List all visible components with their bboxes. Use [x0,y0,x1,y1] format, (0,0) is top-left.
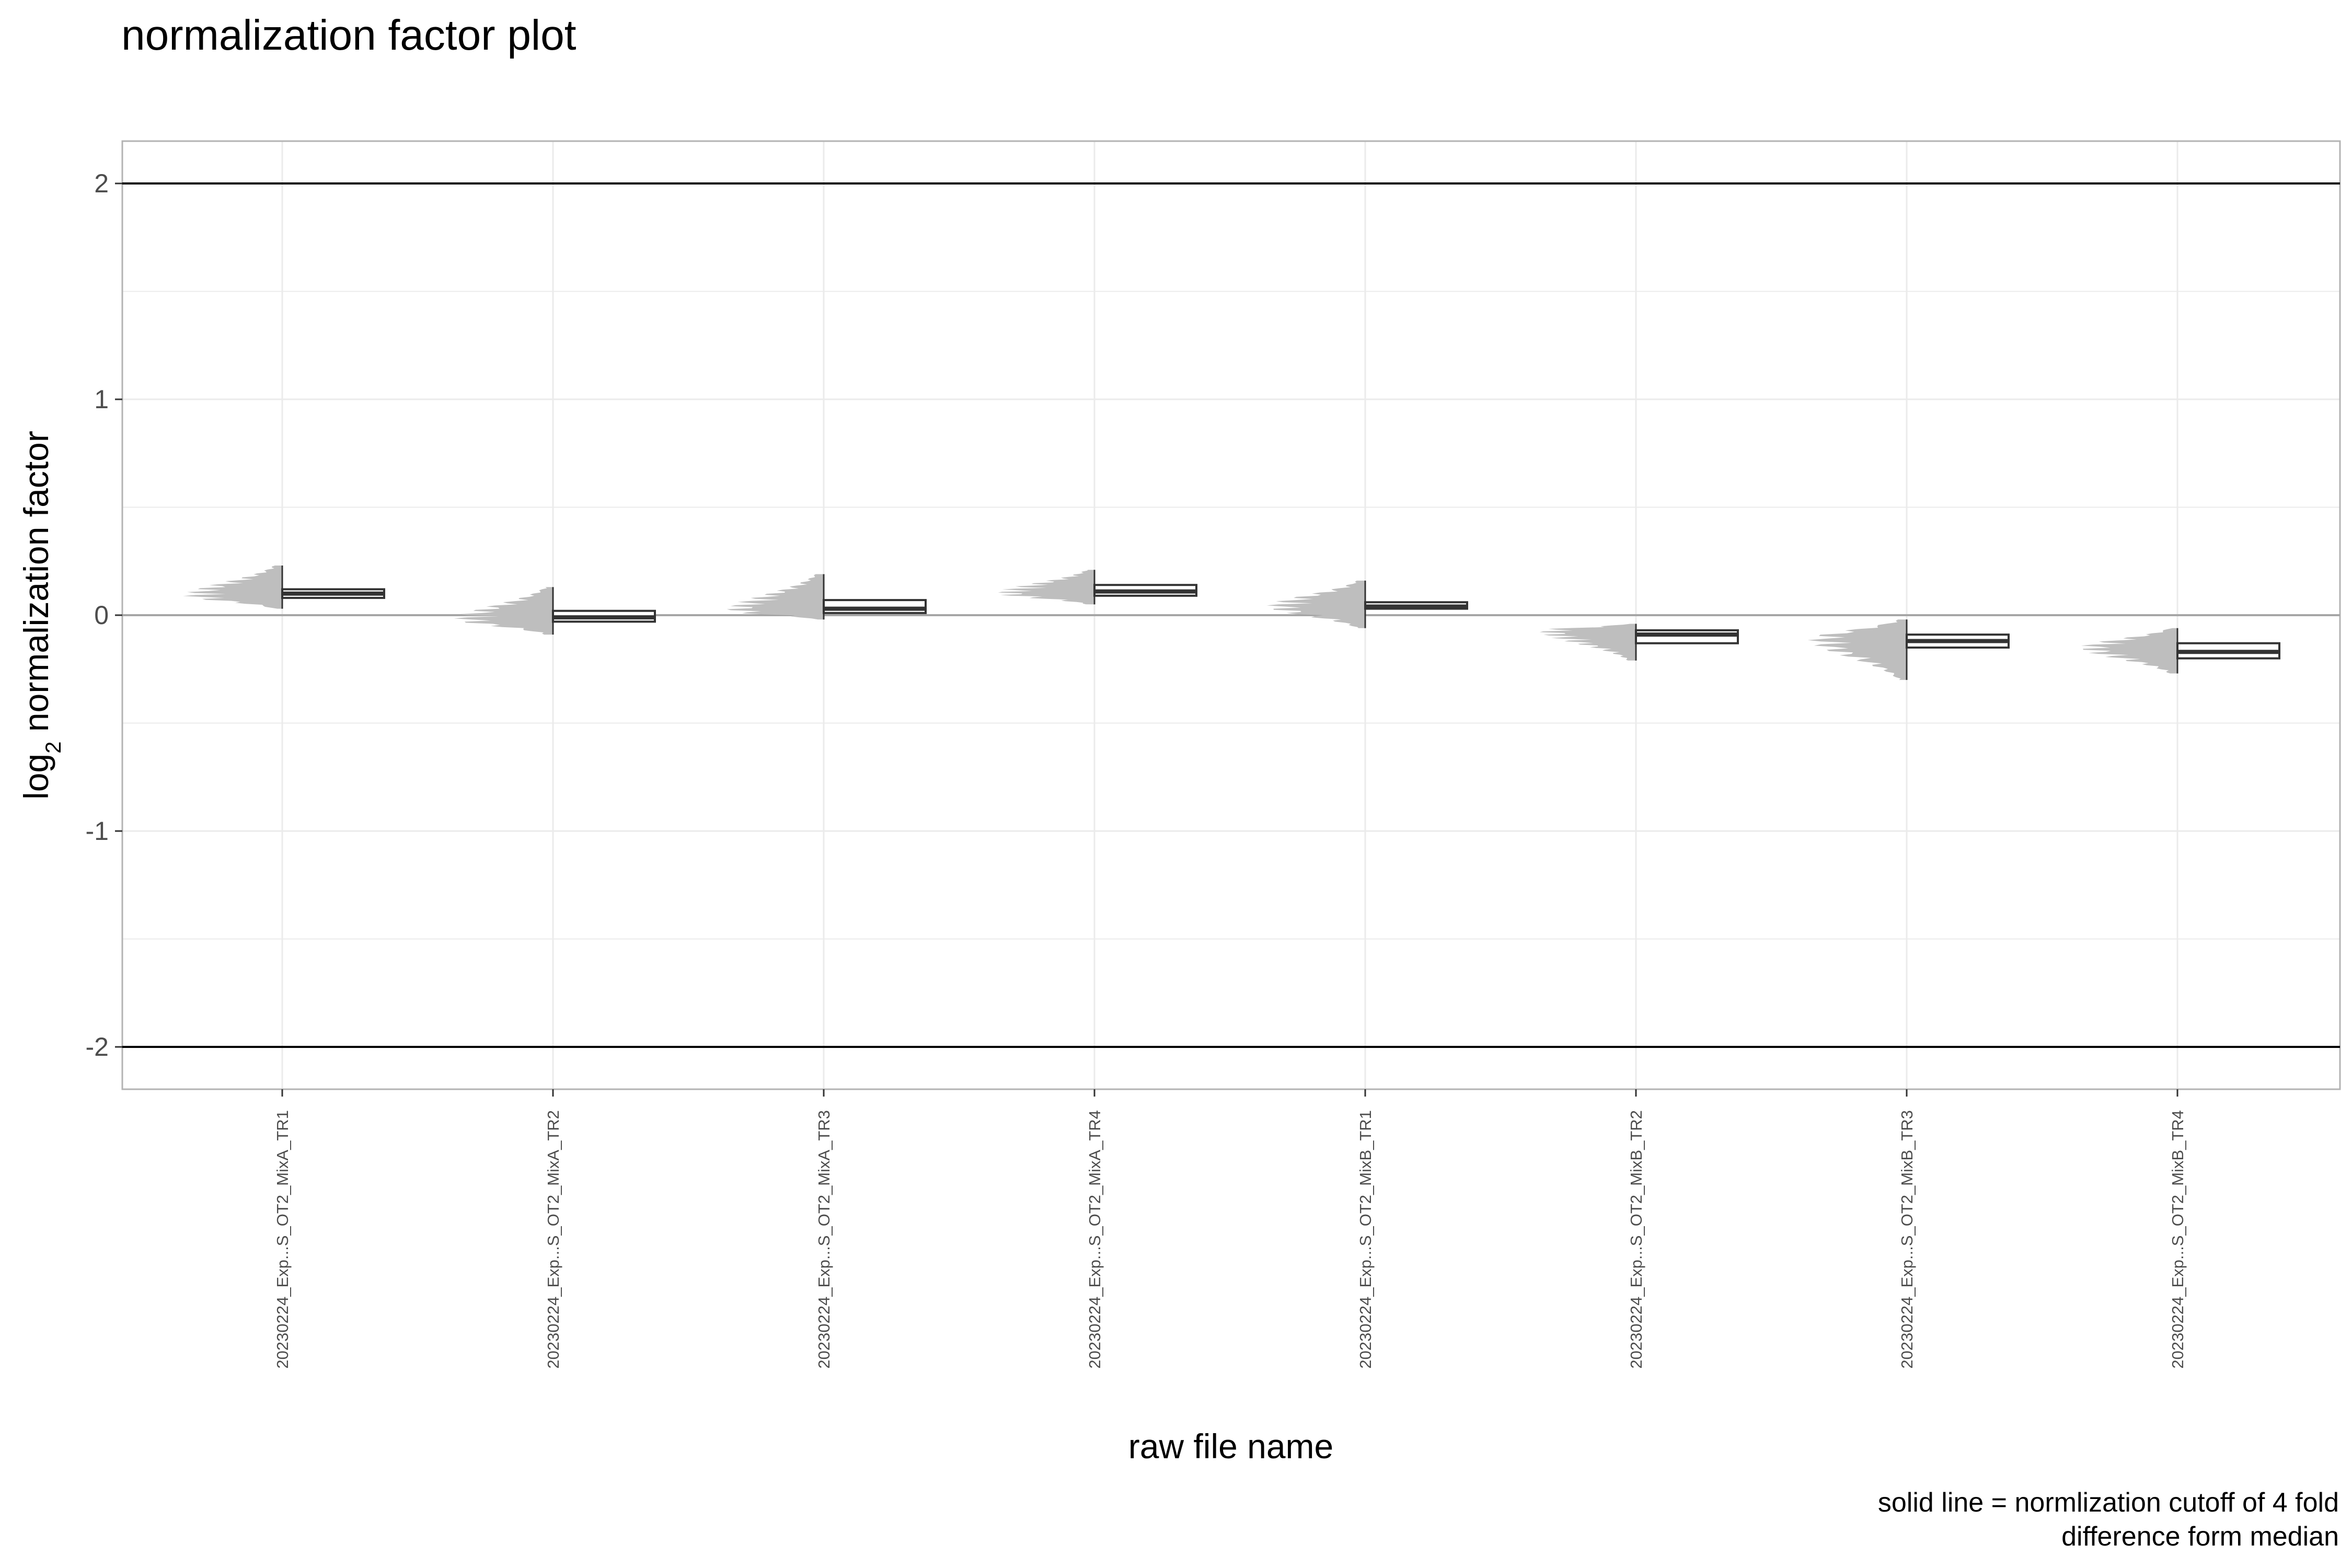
y-axis-title: log2 normalization factor [17,431,65,800]
violin-1 [183,566,282,609]
violin-8 [2081,628,2177,674]
y-tick-label: -1 [86,816,109,846]
x-tick-label: 20230224_Exp...S_OT2_MixB_TR2 [1627,1110,1645,1369]
y-tick-label: 2 [94,169,109,198]
violin-6 [1539,624,1636,661]
chart-title: normalization factor plot [121,11,577,59]
violin-5 [1266,580,1365,628]
x-tick-label: 20230224_Exp...S_OT2_MixA_TR3 [815,1110,833,1369]
y-tick-label: -2 [86,1032,109,1062]
box-6 [1635,629,1739,644]
reference-lines [122,182,2340,1048]
x-axis-ticks: 20230224_Exp...S_OT2_MixA_TR1 20230224_Ex… [273,1089,2187,1369]
violin-7 [1807,619,1907,680]
violin-3 [727,574,824,620]
x-tick-label: 20230224_Exp...S_OT2_MixA_TR1 [273,1110,292,1369]
x-tick-label: 20230224_Exp...S_OT2_MixB_TR3 [1898,1110,1916,1369]
caption-line-2: difference form median [2061,1521,2339,1552]
y-tick-label: 0 [94,601,109,630]
violin-4 [998,570,1094,605]
violin-2 [454,587,553,635]
x-tick-label: 20230224_Exp...S_OT2_MixA_TR4 [1086,1110,1104,1369]
x-tick-label: 20230224_Exp...S_OT2_MixB_TR1 [1356,1110,1375,1369]
violin-box-marks [183,566,2280,680]
y-tick-label: 1 [94,385,109,414]
caption-line-1: solid line = normlization cutoff of 4 fo… [1878,1488,2339,1518]
x-tick-label: 20230224_Exp...S_OT2_MixB_TR4 [2169,1110,2187,1369]
x-axis-title: raw file name [1128,1427,1334,1466]
y-axis-ticks: 2 1 0 -1 -2 [86,169,122,1062]
box-3 [823,599,927,614]
x-tick-label: 20230224_Exp...S_OT2_MixA_TR2 [544,1110,562,1369]
